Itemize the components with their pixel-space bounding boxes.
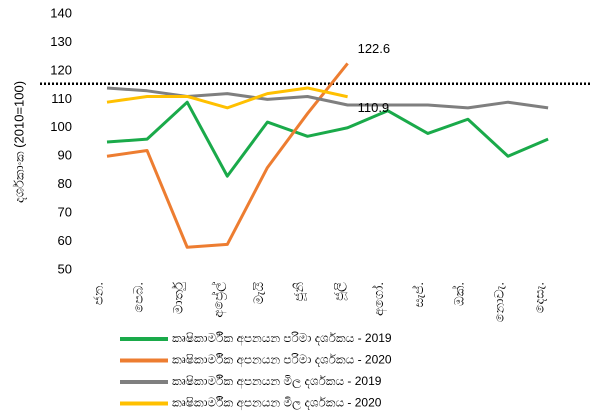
x-tick-label: ඔක්. — [451, 282, 466, 306]
legend-label: කෘෂිකාර්මික අපනයන පරිමා දර්ශකය - 2019 — [172, 331, 392, 346]
x-tick-label: දෙසැ. — [532, 282, 548, 313]
y-tick-label: 130 — [50, 34, 72, 49]
legend-label: කෘෂිකාර්මික අපනයන මිල දර්ශකය - 2019 — [172, 374, 382, 389]
x-tick-label: මැයි — [251, 282, 266, 305]
x-tick-label: සැප්. — [411, 282, 426, 307]
y-tick-label: 50 — [58, 261, 72, 276]
y-tick-label: 70 — [58, 205, 72, 220]
data-label: 110.9 — [358, 100, 390, 115]
y-tick-label: 80 — [58, 176, 72, 191]
x-tick-label: පෙබ. — [131, 282, 146, 313]
x-tick-label: නොවැ. — [491, 282, 506, 322]
x-tick-label: අප්‍රේල් — [211, 282, 227, 318]
y-axis-label: දර්ශකාංක (2010=100) — [11, 81, 27, 203]
series-line — [106, 62, 349, 249]
x-tick-label: ජූනි — [291, 282, 307, 302]
legend-label: කෘෂිකාර්මික අපනයන පරිමා දර්ශකය - 2020 — [172, 353, 392, 368]
y-tick-label: 90 — [58, 148, 72, 163]
y-tick-label: 60 — [58, 233, 72, 248]
x-tick-label: ජූලි — [331, 282, 347, 301]
y-tick-label: 100 — [50, 119, 72, 134]
legend-label: කෘෂිකාර්මික අපනයන මිල දර්ශකය - 2020 — [172, 396, 382, 411]
data-label: 122.6 — [358, 41, 391, 56]
y-tick-label: 120 — [50, 62, 72, 77]
series-line — [106, 86, 348, 110]
y-tick-label: 140 — [50, 5, 72, 20]
x-tick-label: මාර්තු — [171, 282, 187, 314]
y-tick-label: 110 — [51, 91, 72, 106]
series-line — [106, 100, 549, 178]
x-tick-label: ජන. — [90, 282, 105, 305]
x-tick-label: අගෝ. — [371, 282, 387, 316]
